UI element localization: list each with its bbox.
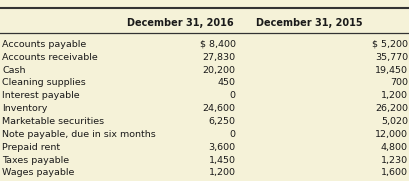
Text: Wages payable: Wages payable xyxy=(2,168,74,177)
Text: Marketable securities: Marketable securities xyxy=(2,117,104,126)
Text: Inventory: Inventory xyxy=(2,104,47,113)
Text: 1,450: 1,450 xyxy=(208,155,235,165)
Text: 12,000: 12,000 xyxy=(374,130,407,139)
Text: 4,800: 4,800 xyxy=(380,143,407,152)
Text: 1,600: 1,600 xyxy=(380,168,407,177)
Text: December 31, 2015: December 31, 2015 xyxy=(256,18,362,28)
Text: 20,200: 20,200 xyxy=(202,66,235,75)
Text: 26,200: 26,200 xyxy=(374,104,407,113)
Text: Prepaid rent: Prepaid rent xyxy=(2,143,60,152)
Text: December 31, 2016: December 31, 2016 xyxy=(127,18,233,28)
Text: 1,230: 1,230 xyxy=(380,155,407,165)
Text: Accounts payable: Accounts payable xyxy=(2,40,86,49)
Text: Interest payable: Interest payable xyxy=(2,91,79,100)
Text: 1,200: 1,200 xyxy=(380,91,407,100)
Text: 450: 450 xyxy=(217,78,235,87)
Text: 27,830: 27,830 xyxy=(202,53,235,62)
Text: 700: 700 xyxy=(389,78,407,87)
Text: 3,600: 3,600 xyxy=(208,143,235,152)
Text: Taxes payable: Taxes payable xyxy=(2,155,69,165)
Text: 0: 0 xyxy=(229,91,235,100)
Text: 24,600: 24,600 xyxy=(202,104,235,113)
Text: 0: 0 xyxy=(229,130,235,139)
Text: Note payable, due in six months: Note payable, due in six months xyxy=(2,130,155,139)
Text: Accounts receivable: Accounts receivable xyxy=(2,53,98,62)
Text: Cleaning supplies: Cleaning supplies xyxy=(2,78,85,87)
Text: $ 8,400: $ 8,400 xyxy=(199,40,235,49)
Text: $ 5,200: $ 5,200 xyxy=(371,40,407,49)
Text: 5,020: 5,020 xyxy=(380,117,407,126)
Text: 19,450: 19,450 xyxy=(374,66,407,75)
Text: 6,250: 6,250 xyxy=(208,117,235,126)
Text: Cash: Cash xyxy=(2,66,25,75)
Text: 35,770: 35,770 xyxy=(374,53,407,62)
Text: 1,200: 1,200 xyxy=(208,168,235,177)
